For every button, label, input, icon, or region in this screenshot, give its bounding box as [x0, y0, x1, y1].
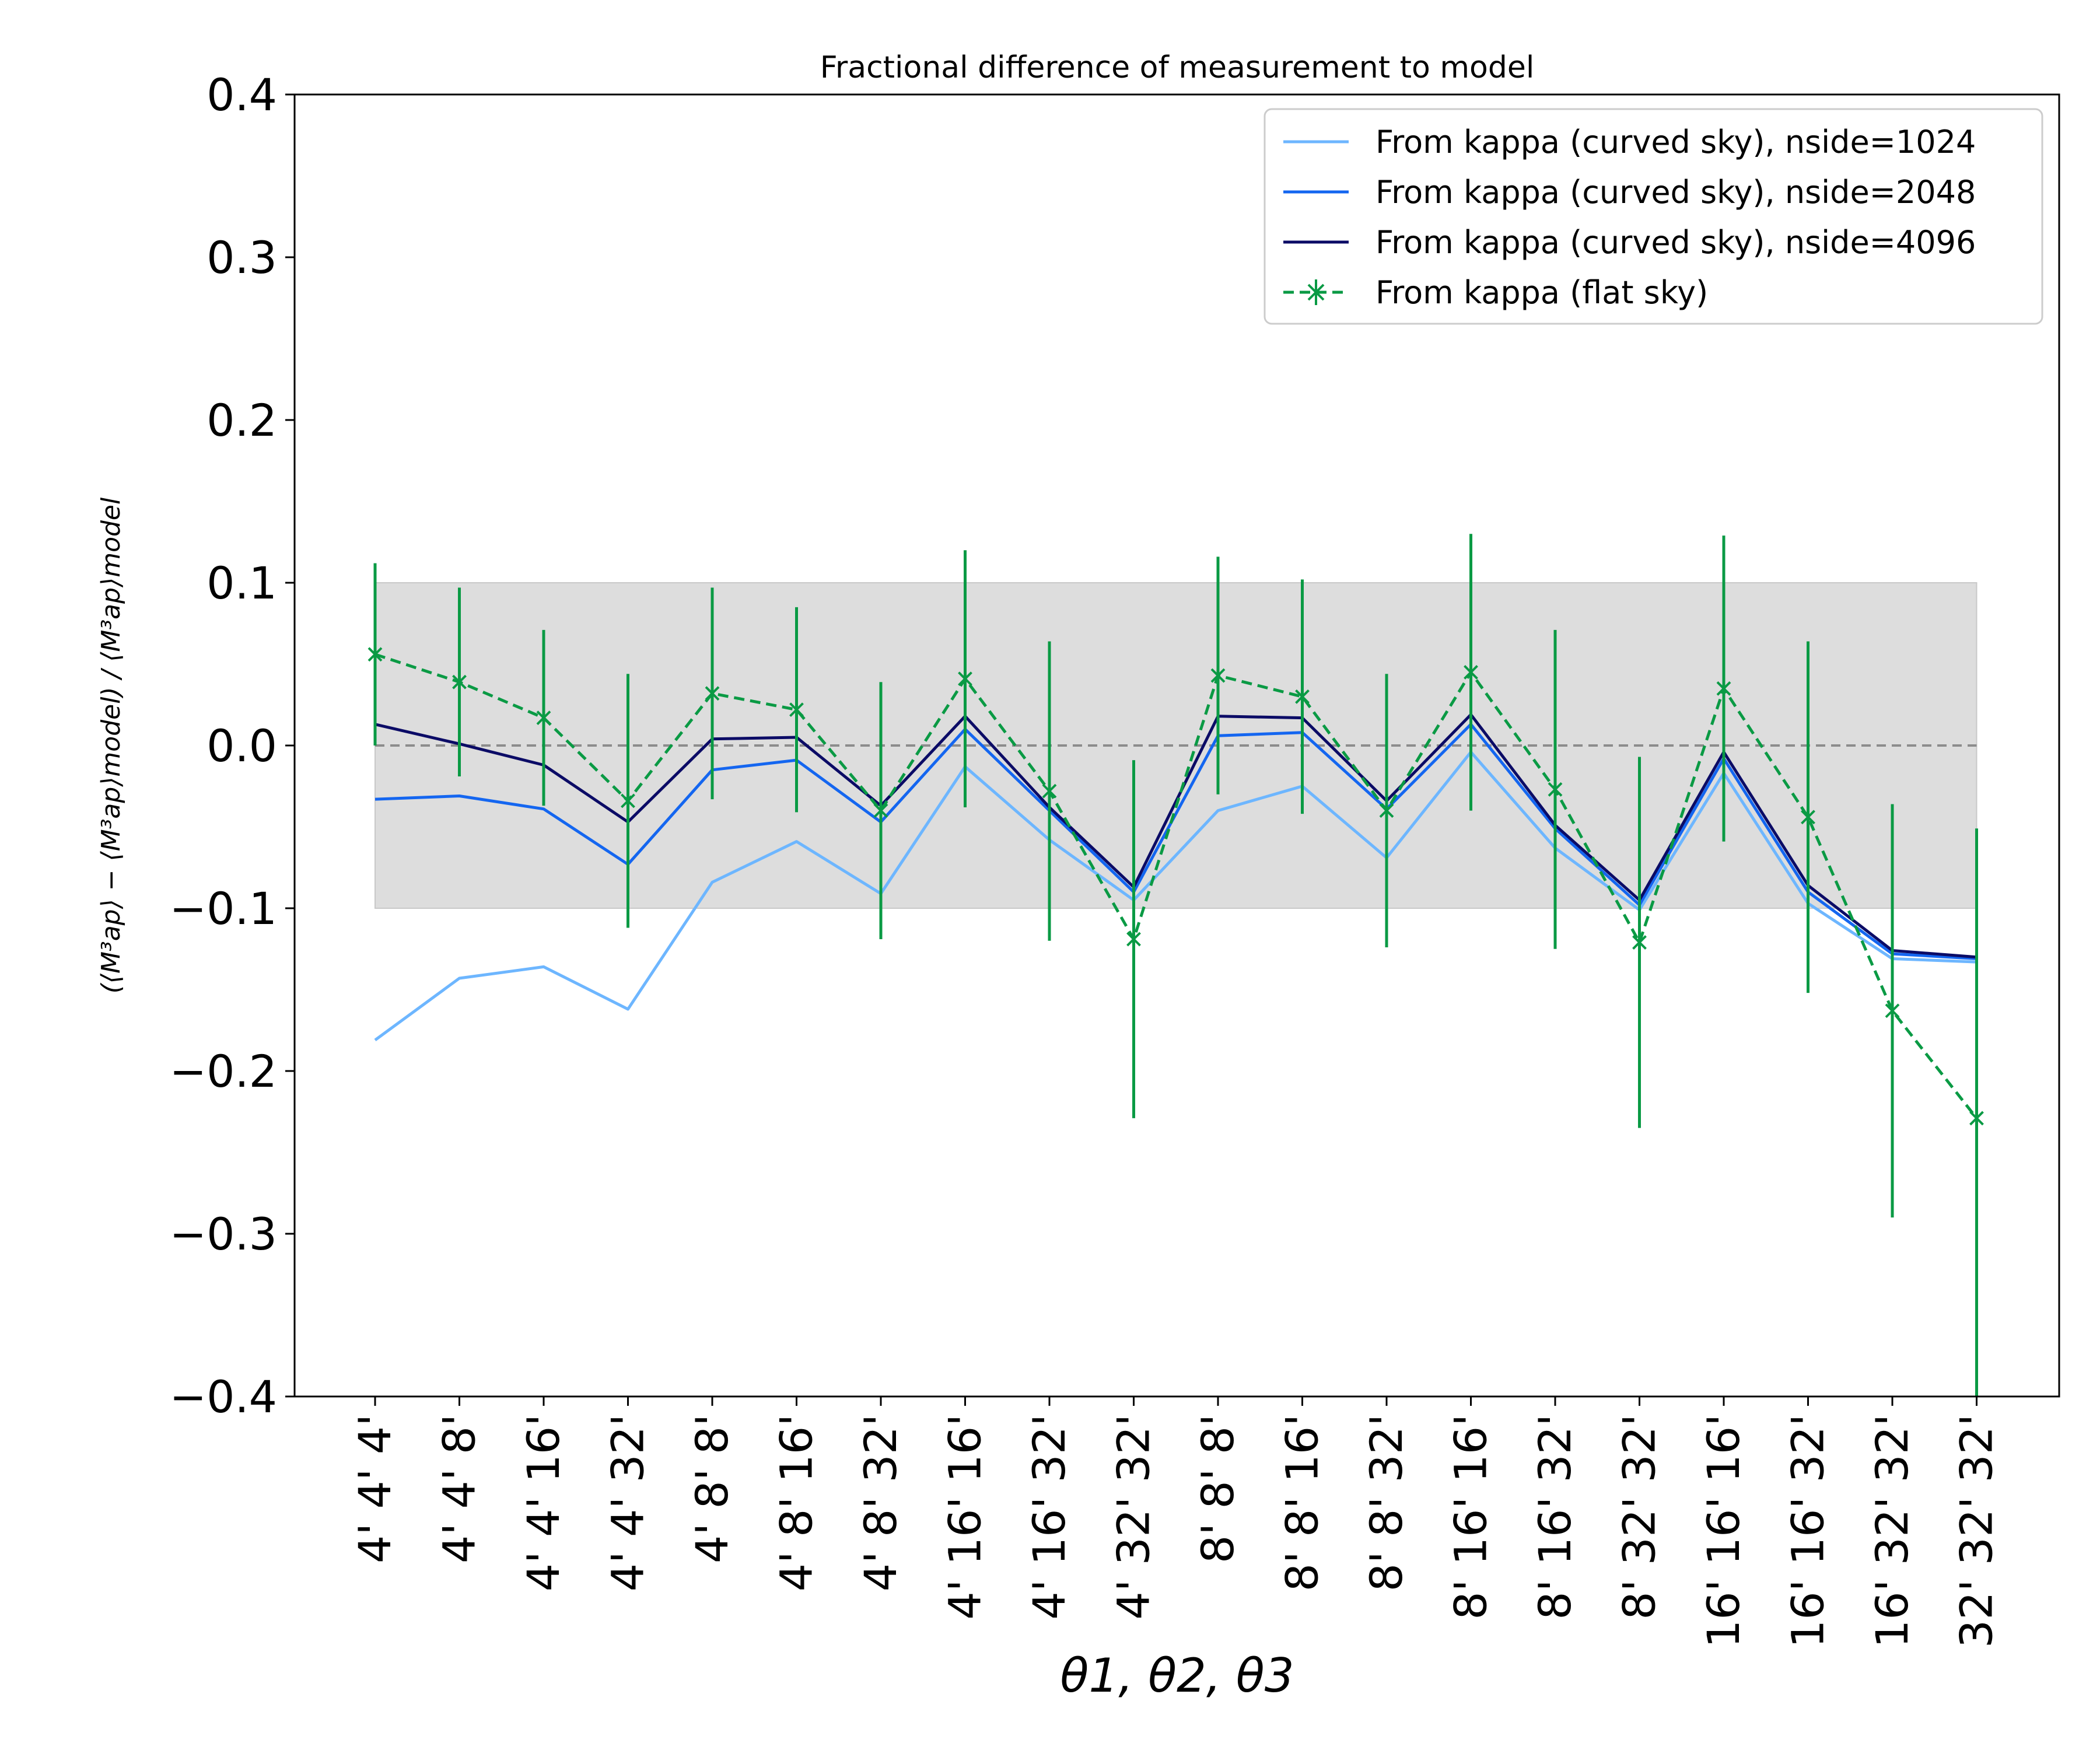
- legend-box: [1264, 108, 2043, 325]
- marker-stroke: [1801, 810, 1815, 825]
- x-tick-label: 8' 8' 8': [1192, 1414, 1244, 1563]
- legend-item: From kappa (flat sky): [1283, 274, 1708, 311]
- marker-stroke: [1548, 782, 1563, 797]
- data-point: [1716, 681, 1731, 696]
- marker-stroke: [1042, 783, 1057, 799]
- y-tick-label: 0.1: [206, 557, 277, 609]
- data-point: [1969, 1111, 1984, 1126]
- x-tick-label: 4' 4' 32': [602, 1414, 654, 1591]
- y-tick-label: 0.0: [206, 720, 277, 772]
- x-tick-label: 32' 32' 32': [1951, 1414, 2003, 1648]
- x-tick-label: 4' 4' 4': [349, 1414, 401, 1563]
- x-tick-label: 16' 16' 16': [1698, 1414, 1749, 1648]
- x-tick-label: 4' 16' 16': [939, 1414, 991, 1620]
- data-point: [1464, 665, 1478, 680]
- data-point: [1632, 935, 1647, 950]
- marker-stroke: [1969, 1111, 1984, 1126]
- y-tick-label: 0.2: [206, 394, 277, 446]
- marker-stroke: [1126, 932, 1141, 947]
- legend-items: From kappa (curved sky), nside=1024 From …: [1283, 124, 1976, 311]
- x-tick-label: 4' 8' 16': [771, 1414, 822, 1591]
- x-tick-label: 4' 16' 32': [1023, 1414, 1075, 1620]
- data-point: [1379, 803, 1394, 818]
- marker-stroke: [1379, 803, 1394, 818]
- legend-label: From kappa (curved sky), nside=4096: [1376, 224, 1976, 261]
- x-tick-label: 4' 8' 8': [686, 1414, 738, 1563]
- series-line-2: [374, 713, 1977, 959]
- marker-stroke: [621, 793, 635, 808]
- marker-stroke: [536, 710, 551, 725]
- data-point: [1210, 668, 1226, 683]
- x-tick-label: 4' 32' 32': [1108, 1414, 1160, 1620]
- x-axis-ticks: 4' 4' 4' 4' 4' 8' 4' 4' 16' 4' 4' 32' 4' 8' …: [349, 1396, 2003, 1648]
- x-tick-label: 16' 32' 32': [1866, 1414, 1918, 1648]
- marker-stroke: [873, 803, 888, 818]
- marker-stroke: [1716, 681, 1731, 696]
- y-tick-label: −0.1: [169, 883, 277, 935]
- y-tick-label: −0.4: [169, 1371, 277, 1423]
- data-point: [705, 686, 720, 701]
- y-tick-label: −0.2: [169, 1045, 277, 1097]
- marker-stroke: [1295, 689, 1310, 704]
- data-point: [1126, 932, 1141, 947]
- marker-stroke: [1464, 665, 1478, 680]
- y-axis-label: (⟨M³ap⟩ − ⟨M³ap⟩model) / ⟨M³ap⟩model: [96, 497, 126, 993]
- series-line-3: [374, 653, 1978, 1119]
- legend-item: From kappa (curved sky), nside=1024: [1283, 124, 1976, 160]
- series-line-1: [374, 723, 1977, 960]
- legend-label: From kappa (curved sky), nside=1024: [1376, 124, 1976, 160]
- data-point: [621, 793, 635, 808]
- data-point: [452, 674, 467, 690]
- data-point: [1042, 783, 1057, 799]
- data-point: [1885, 1003, 1900, 1019]
- marker-layer: [368, 647, 1984, 1126]
- marker-stroke: [789, 702, 804, 718]
- x-tick-label: 8' 16' 16': [1445, 1414, 1497, 1620]
- marker-stroke: [452, 674, 467, 690]
- y-axis-ticks: 0.4 0.3 0.2 0.1 0.0 −0.1 −0.2 −0.3 −0.4: [169, 69, 295, 1423]
- series-line-0: [374, 750, 1977, 1042]
- data-point: [536, 710, 551, 725]
- chart-title: Fractional difference of measurement to …: [820, 50, 1535, 85]
- tolerance-band: [374, 582, 1978, 909]
- marker-stroke: [1210, 668, 1226, 683]
- data-point: [958, 671, 972, 687]
- marker-stroke: [958, 671, 972, 687]
- x-tick-label: 8' 32' 32': [1614, 1414, 1665, 1620]
- data-point: [789, 702, 804, 718]
- marker-stroke: [705, 686, 720, 701]
- data-point: [368, 647, 383, 662]
- data-point: [1801, 810, 1815, 825]
- legend: From kappa (curved sky), nside=1024 From …: [1264, 108, 2043, 325]
- x-tick-label: 4' 4' 8': [433, 1414, 485, 1563]
- marker-stroke: [1632, 935, 1647, 950]
- x-tick-label: 4' 4' 16': [517, 1414, 569, 1591]
- legend-item: From kappa (curved sky), nside=4096: [1283, 224, 1976, 261]
- x-tick-label: 16' 16' 32': [1782, 1414, 1834, 1648]
- x-tick-label: 8' 16' 32': [1529, 1414, 1581, 1620]
- x-tick-label: 8' 8' 32': [1360, 1414, 1412, 1591]
- data-point: [1548, 782, 1563, 797]
- data-point: [873, 803, 888, 818]
- marker-stroke: [1885, 1003, 1900, 1019]
- y-tick-label: 0.3: [206, 232, 277, 284]
- data-point: [1295, 689, 1310, 704]
- legend-label: From kappa (flat sky): [1376, 274, 1708, 311]
- marker-stroke: [368, 647, 383, 662]
- y-tick-label: 0.4: [206, 69, 277, 121]
- legend-item: From kappa (curved sky), nside=2048: [1283, 174, 1976, 211]
- x-tick-label: 4' 8' 32': [855, 1414, 907, 1591]
- x-tick-label: 8' 8' 16': [1276, 1414, 1328, 1591]
- legend-label: From kappa (curved sky), nside=2048: [1376, 174, 1976, 211]
- series-layer: [374, 653, 1978, 1119]
- y-tick-label: −0.3: [169, 1208, 277, 1260]
- x-axis-label: θ1, θ2, θ3: [1060, 1648, 1294, 1703]
